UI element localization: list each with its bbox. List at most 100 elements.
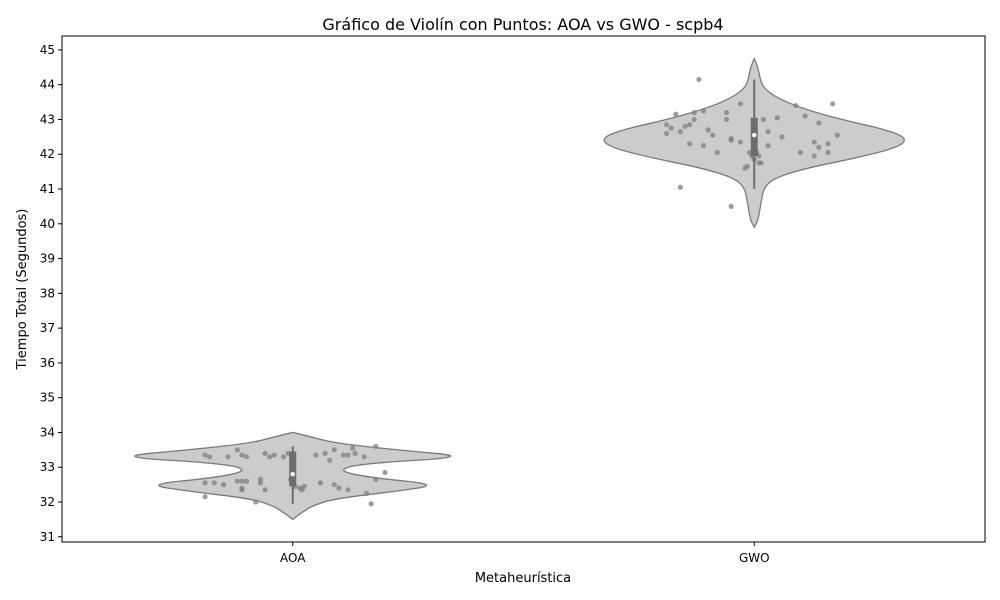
data-point-aoa-25 — [202, 480, 208, 486]
violins-layer — [134, 56, 905, 521]
data-point-aoa-19 — [350, 445, 356, 451]
data-point-aoa-45 — [345, 487, 351, 493]
y-tick-label-32: 32 — [40, 495, 55, 509]
data-point-gwo-19 — [811, 139, 817, 145]
y-tick-label-42: 42 — [40, 147, 55, 161]
y-tick-label-43: 43 — [40, 112, 55, 126]
data-point-gwo-17 — [830, 101, 836, 107]
data-point-gwo-31 — [691, 109, 697, 116]
data-point-gwo-47 — [765, 142, 771, 149]
data-point-aoa-7 — [262, 450, 268, 456]
y-tick-label-39: 39 — [40, 252, 55, 266]
data-point-aoa-47 — [202, 494, 208, 500]
data-point-gwo-25 — [663, 130, 670, 136]
data-point-aoa-27 — [220, 482, 227, 488]
data-point-aoa-1 — [202, 452, 208, 458]
data-point-aoa-46 — [363, 490, 370, 496]
data-point-aoa-17 — [340, 452, 347, 458]
data-point-aoa-4 — [234, 447, 240, 453]
x-tick-label-gwo: GWO — [739, 551, 770, 565]
y-tick-label-35: 35 — [40, 391, 55, 405]
data-point-aoa-22 — [373, 443, 379, 449]
data-point-aoa-20 — [352, 450, 358, 456]
data-point-aoa-32 — [257, 480, 264, 486]
data-point-gwo-10 — [760, 116, 767, 123]
data-point-gwo-3 — [687, 122, 693, 128]
data-point-aoa-2 — [207, 454, 213, 460]
data-point-aoa-15 — [327, 457, 333, 463]
y-axis-label: Tiempo Total (Segundos) — [15, 209, 30, 371]
data-point-gwo-12 — [779, 134, 785, 140]
data-point-gwo-16 — [816, 120, 822, 126]
y-tick-label-41: 41 — [40, 182, 55, 196]
data-point-gwo-22 — [825, 149, 831, 156]
data-point-gwo-1 — [696, 76, 702, 83]
y-tick-label-45: 45 — [40, 43, 55, 57]
y-tick-label-33: 33 — [40, 460, 55, 474]
data-point-aoa-44 — [336, 485, 342, 491]
data-point-gwo-44 — [758, 160, 764, 166]
data-point-gwo-6 — [710, 132, 716, 138]
data-point-gwo-26 — [663, 122, 670, 128]
x-tick-label-aoa: AOA — [280, 551, 306, 565]
median-gwo — [752, 132, 757, 138]
data-point-aoa-3 — [225, 454, 231, 460]
data-point-aoa-5 — [239, 452, 245, 458]
data-point-aoa-21 — [361, 454, 367, 460]
boxes-layer — [289, 79, 758, 504]
data-point-gwo-20 — [816, 144, 822, 150]
data-point-aoa-18 — [345, 452, 351, 458]
data-point-aoa-14 — [322, 450, 328, 456]
data-point-gwo-48 — [677, 184, 684, 190]
data-point-aoa-6 — [244, 454, 250, 460]
data-point-gwo-36 — [728, 135, 734, 142]
data-point-gwo-11 — [765, 129, 771, 135]
y-tick-label-36: 36 — [40, 356, 55, 370]
data-point-gwo-4 — [677, 129, 684, 135]
data-point-gwo-24 — [811, 153, 817, 159]
data-point-aoa-30 — [244, 478, 250, 484]
data-point-gwo-34 — [714, 149, 720, 156]
y-axis: 31 32 33 34 35 36 37 38 39 40 41 42 43 44 45 — [40, 43, 62, 544]
data-point-aoa-10 — [280, 454, 287, 460]
data-point-gwo-13 — [774, 115, 780, 121]
data-point-aoa-42 — [317, 480, 324, 486]
data-point-gwo-37 — [737, 139, 744, 145]
data-point-gwo-32 — [700, 108, 707, 114]
data-point-aoa-8 — [267, 454, 273, 460]
data-point-aoa-9 — [271, 452, 277, 458]
data-point-gwo-49 — [728, 203, 734, 210]
y-tick-label-31: 31 — [40, 530, 55, 544]
data-point-gwo-14 — [793, 102, 799, 109]
data-point-aoa-34 — [239, 487, 245, 493]
data-point-gwo-27 — [668, 125, 674, 131]
data-point-aoa-48 — [253, 499, 259, 505]
plot-frame — [61, 35, 986, 543]
data-point-aoa-13 — [313, 452, 319, 458]
y-tick-label-44: 44 — [40, 78, 55, 92]
data-point-gwo-30 — [687, 141, 693, 147]
chart-title: Gráfico de Violín con Puntos: AOA vs GWO… — [322, 15, 723, 34]
data-point-aoa-49 — [368, 501, 374, 507]
data-point-gwo-21 — [825, 141, 831, 147]
y-tick-label-34: 34 — [40, 425, 55, 439]
data-point-gwo-7 — [723, 116, 730, 123]
data-point-gwo-9 — [737, 101, 744, 107]
data-point-gwo-2 — [691, 116, 697, 123]
data-point-aoa-41 — [301, 483, 307, 489]
data-point-aoa-23 — [382, 469, 388, 476]
data-point-aoa-26 — [211, 480, 217, 486]
data-point-gwo-46 — [742, 165, 748, 171]
data-point-gwo-29 — [682, 123, 688, 130]
data-point-gwo-15 — [802, 113, 808, 119]
data-point-gwo-35 — [723, 109, 730, 116]
data-point-gwo-18 — [834, 132, 840, 138]
median-aoa — [290, 471, 295, 477]
y-tick-label-40: 40 — [40, 217, 55, 231]
data-point-aoa-35 — [262, 487, 268, 493]
data-point-gwo-33 — [700, 142, 707, 149]
x-axis: AOA GWO — [280, 542, 770, 565]
y-tick-label-38: 38 — [40, 286, 55, 300]
data-point-gwo-28 — [673, 111, 679, 117]
